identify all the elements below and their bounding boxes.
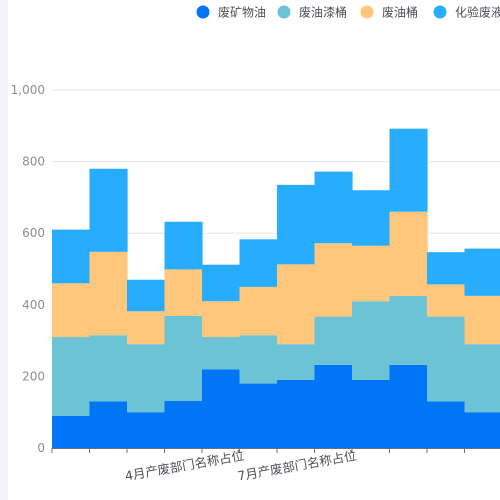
- bar-segment: [239, 383, 278, 448]
- bar-segment: [239, 335, 278, 384]
- bar-segment: [389, 364, 428, 448]
- legend-label[interactable]: 废油漆桶: [299, 5, 347, 20]
- bar-segment: [89, 251, 128, 336]
- legend-marker[interactable]: [196, 5, 210, 19]
- side-strip: [0, 0, 8, 500]
- y-tick-label: 200: [22, 369, 45, 383]
- bar-segment: [164, 315, 203, 401]
- bar-segment: [52, 229, 91, 284]
- bar-segment: [89, 335, 128, 402]
- bar-segment: [277, 379, 316, 448]
- bar-segment: [389, 211, 428, 296]
- bar-segment: [389, 128, 428, 212]
- legend-label[interactable]: 废油桶: [382, 5, 418, 20]
- bar-segment: [314, 316, 353, 365]
- bar-segment: [202, 369, 241, 448]
- bar-segment: [89, 401, 128, 448]
- bar-segment: [277, 184, 316, 265]
- bar-segment: [89, 168, 128, 252]
- legend-marker[interactable]: [277, 5, 291, 19]
- bar-segment: [314, 243, 353, 317]
- bar-segment: [464, 344, 500, 413]
- bar-segment: [52, 415, 91, 448]
- bars: [52, 128, 500, 448]
- bar-segment: [389, 295, 428, 365]
- legend: 废矿物油 废油漆桶 废油桶 化验废液: [196, 5, 500, 20]
- bar-segment: [127, 412, 166, 448]
- bar-segment: [202, 264, 241, 302]
- bar-segment: [314, 364, 353, 448]
- bar-segment: [352, 190, 391, 246]
- legend-marker[interactable]: [433, 5, 447, 19]
- bar-segment: [427, 252, 466, 285]
- legend-label[interactable]: 化验废液: [455, 5, 500, 20]
- y-tick-label: 400: [22, 298, 45, 312]
- bar-segment: [427, 316, 466, 402]
- bar-segment: [239, 239, 278, 287]
- bar-segment: [277, 264, 316, 345]
- legend-marker[interactable]: [360, 5, 374, 19]
- bar-segment: [164, 400, 203, 448]
- bar-segment: [127, 279, 166, 312]
- bar-segment: [427, 284, 466, 317]
- bar-segment: [164, 221, 203, 270]
- bar-segment: [202, 337, 241, 370]
- bar-segment: [52, 283, 91, 338]
- bar-segment: [52, 337, 91, 416]
- x-tick-label: 4月产废部门名称占位: [124, 448, 245, 484]
- bar-segment: [202, 301, 241, 338]
- bar-segment: [464, 412, 500, 448]
- bar-segment: [164, 269, 203, 316]
- legend-label[interactable]: 废矿物油: [218, 5, 266, 20]
- bar-segment: [127, 311, 166, 345]
- bar-segment: [464, 295, 500, 345]
- bar-segment: [127, 344, 166, 413]
- bar-segment: [352, 379, 391, 448]
- bar-segment: [277, 344, 316, 380]
- y-tick-label: 0: [37, 441, 45, 455]
- bar-segment: [464, 248, 500, 296]
- y-tick-label: 600: [22, 226, 45, 240]
- bar-segment: [352, 245, 391, 302]
- y-tick-label: 800: [22, 155, 45, 169]
- x-tick-label: 7月产废部门名称占位: [236, 448, 357, 484]
- bar-segment: [239, 286, 278, 336]
- bar-segment: [427, 401, 466, 448]
- y-tick-label: 1,000: [11, 83, 45, 97]
- bar-segment: [352, 301, 391, 380]
- bar-segment: [314, 171, 353, 244]
